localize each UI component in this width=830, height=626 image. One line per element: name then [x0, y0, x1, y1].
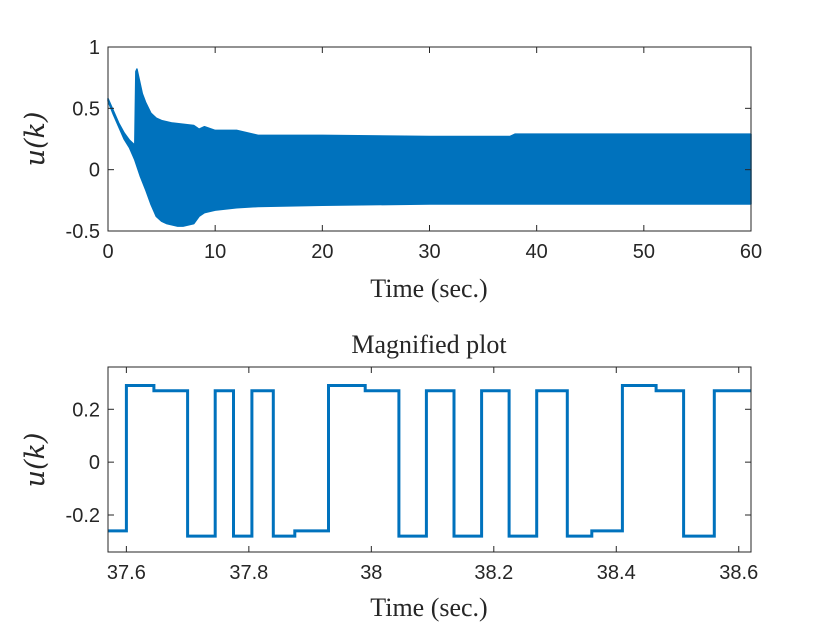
overview-x-tick-label: 60 — [740, 241, 762, 263]
overview-x-tick-label: 30 — [418, 241, 440, 263]
magnified-x-tick-label: 38.6 — [719, 562, 758, 584]
overview-y-tick-label: 0.5 — [72, 98, 100, 120]
magnified-ticks: 37.6 37.8 38 38.2 38.4 38.6 0.2 0 -0.2 — [66, 367, 758, 584]
magnified-axes-box — [107, 366, 752, 553]
chart-magnified: Magnified plot 37.6 37.8 38 38.2 38.4 38.6 0.2… — [20, 330, 758, 622]
overview-x-tick-label: 20 — [311, 241, 333, 263]
overview-y-tick-label: -0.5 — [66, 221, 100, 243]
magnified-x-axis-label: Time (sec.) — [370, 593, 487, 622]
magnified-y-tick-label: -0.2 — [66, 505, 100, 527]
magnified-x-tick-label: 37.6 — [107, 562, 146, 584]
overview-data-layer — [107, 68, 752, 227]
magnified-data-layer — [108, 384, 751, 538]
overview-x-tick-label: 0 — [102, 241, 113, 263]
magnified-x-tick-label: 38.4 — [597, 562, 636, 584]
magnified-y-axis-label: u(k) — [20, 433, 51, 488]
magnified-y-tick-label: 0.2 — [72, 399, 100, 421]
overview-x-axis-label: Time (sec.) — [370, 274, 487, 303]
magnified-signal-line — [108, 384, 751, 538]
overview-y-tick-label: 1 — [89, 37, 100, 59]
overview-y-axis-label: u(k) — [20, 112, 51, 167]
overview-signal-band — [107, 68, 752, 227]
overview-y-tick-label: 0 — [89, 160, 100, 182]
magnified-x-tick-label: 38 — [360, 562, 382, 584]
overview-x-tick-label: 50 — [633, 241, 655, 263]
magnified-y-tick-label: 0 — [89, 452, 100, 474]
magnified-x-tick-label: 38.2 — [474, 562, 513, 584]
overview-x-tick-label: 10 — [204, 241, 226, 263]
overview-x-tick-label: 40 — [526, 241, 548, 263]
magnified-x-tick-label: 37.8 — [229, 562, 268, 584]
magnified-title: Magnified plot — [351, 330, 507, 359]
